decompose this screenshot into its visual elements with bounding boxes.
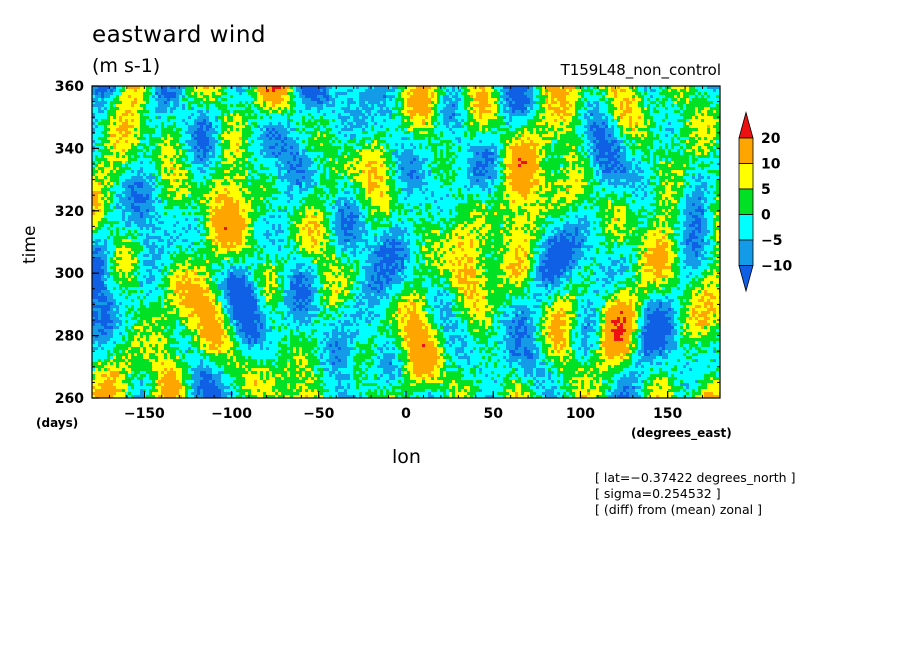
x-tick-label: 50 <box>483 406 503 422</box>
colorbar-label: 10 <box>761 157 781 173</box>
y-tick-label: 360 <box>55 79 84 95</box>
colorbar-extend-min <box>739 266 753 292</box>
colorbar-swatch <box>739 215 753 241</box>
colorbar-label: 5 <box>761 182 771 198</box>
x-tick-label: −100 <box>211 406 252 422</box>
colorbar-swatch <box>739 138 753 164</box>
y-tick-label: 340 <box>55 141 84 157</box>
x-tick-label: 100 <box>566 406 595 422</box>
x-tick-label: −50 <box>303 406 334 422</box>
colorbar-swatch <box>739 164 753 190</box>
y-tick-label: 320 <box>55 204 84 220</box>
y-tick-label: 300 <box>55 266 84 282</box>
y-tick-label: 280 <box>55 329 84 345</box>
y-tick-label: 260 <box>55 391 84 407</box>
x-tick-label: 0 <box>401 406 411 422</box>
colorbar-label: −5 <box>761 233 782 249</box>
colorbar-label: −10 <box>761 259 792 275</box>
colorbar-swatch <box>739 240 753 266</box>
colorbar-label: 0 <box>761 208 771 224</box>
colorbar-swatch <box>739 189 753 215</box>
wind-field-heatmap <box>92 86 720 398</box>
x-tick-label: 150 <box>653 406 682 422</box>
x-tick-label: −150 <box>124 406 165 422</box>
colorbar-label: 20 <box>761 131 781 147</box>
colorbar: 20 10 5 0 −5 −10 <box>739 113 792 292</box>
colorbar-extend-max <box>739 113 753 139</box>
